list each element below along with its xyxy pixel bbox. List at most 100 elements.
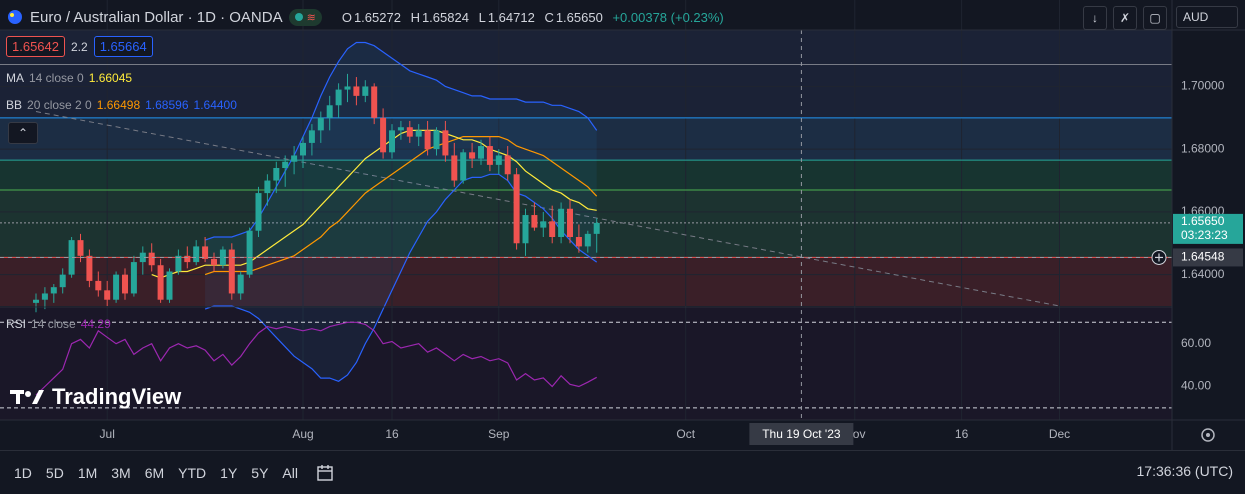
candle-body (86, 255, 93, 281)
price-zone (0, 257, 1172, 306)
gear-hub (1206, 433, 1210, 437)
candle-body (513, 174, 520, 244)
candle-body (344, 86, 351, 90)
rsi-legend[interactable]: RSI 14 close 44.29 (6, 317, 111, 331)
candle-body (41, 293, 48, 300)
candle-body (193, 246, 200, 263)
time-tick-label: 16 (385, 427, 399, 441)
candle-body (139, 252, 146, 263)
candle-body (104, 290, 111, 300)
chevron-up-icon: ⌃ (17, 126, 29, 140)
add-alert-icon[interactable] (1151, 249, 1167, 265)
ma-legend[interactable]: MA 14 close 0 1.66045 (6, 71, 132, 85)
candle-body (202, 246, 209, 259)
candles (33, 73, 600, 313)
ohlc-change: +0.00378 (+0.23%) (612, 9, 724, 25)
ohlc-low-key: L (478, 9, 486, 25)
candle-body (237, 274, 244, 294)
chart-header: Euro / Australian Dollar · 1D · OANDA ≋ … (6, 6, 724, 28)
candle-body (95, 280, 102, 291)
candle-body (371, 86, 378, 118)
price-zone (0, 30, 1172, 118)
candle-body (264, 180, 271, 194)
ohlc-close: 1.65650 (555, 9, 603, 25)
tradingview-logo: TradingView (10, 384, 181, 410)
tv-logo-icon (10, 390, 44, 404)
globe-icon (8, 10, 22, 24)
candle-body (451, 155, 458, 181)
bb-legend-upper: 1.68596 (145, 98, 189, 112)
candle-body (326, 105, 333, 118)
settings-gear-icon[interactable] (1201, 428, 1215, 442)
candle-body (166, 271, 173, 300)
quote-panel: 1.65642 2.2 1.65664 (6, 36, 153, 57)
timeframe-5y[interactable]: 5Y (251, 464, 269, 481)
sell-button[interactable]: 1.65642 (6, 36, 65, 57)
crosshair-date-badge (749, 423, 854, 445)
price-tick-label: 1.70000 (1181, 79, 1225, 93)
watermark-text: TradingView (52, 384, 182, 409)
crosshair-date-label: Thu 19 Oct '23 (762, 427, 841, 441)
candle-body (558, 208, 565, 237)
time-tick-label: Sep (488, 427, 510, 441)
grid-lines (0, 0, 1172, 420)
candle-body (442, 130, 449, 156)
timeframe-3m[interactable]: 3M (111, 464, 131, 481)
arrow-down-icon: ↓ (1092, 11, 1098, 25)
market-status[interactable]: ≋ (288, 8, 322, 26)
candle-body (584, 233, 591, 247)
collapse-button[interactable]: ✗ (1113, 6, 1137, 30)
currency-select[interactable]: AUD (1176, 6, 1238, 28)
candle-body (397, 127, 404, 131)
date-range-icon[interactable] (316, 464, 334, 482)
timeframe-all[interactable]: All (282, 464, 298, 481)
candle-body (495, 155, 502, 165)
timeframe-6m[interactable]: 6M (144, 464, 165, 481)
last-price-badge (1173, 213, 1243, 244)
candle-body (282, 161, 289, 168)
rsi-tick-label: 40.00 (1181, 379, 1211, 393)
candle-body (540, 221, 547, 228)
candle-body (531, 215, 538, 228)
buy-button[interactable]: 1.65664 (93, 36, 153, 57)
crosshair-price-badge (1173, 248, 1243, 267)
ohlc-high: 1.65824 (421, 9, 469, 25)
download-button[interactable]: ↓ (1083, 6, 1107, 30)
candle-body (504, 155, 511, 175)
candle-body (59, 274, 66, 288)
last-price-label: 1.65650 (1181, 214, 1225, 228)
candle-body (211, 258, 217, 266)
symbol-title[interactable]: Euro / Australian Dollar · 1D · OANDA (30, 8, 283, 26)
timeframe-1m[interactable]: 1M (77, 464, 98, 481)
candle-body (486, 146, 493, 165)
collapse-legend-button[interactable]: ⌃ (8, 122, 38, 144)
gear-ring (1201, 428, 1215, 442)
candle-body (255, 193, 262, 231)
wave-icon: ≋ (306, 11, 316, 24)
bottom-toolbar: 1D 5D 1M 3M 6M YTD 1Y 5Y All 17:36:36 (U… (0, 450, 1245, 494)
rsi-background (0, 307, 1172, 420)
ma-legend-value: 1.66045 (88, 71, 133, 85)
bb-legend-basis: 1.66498 (96, 98, 141, 112)
timeframe-ytd[interactable]: YTD (178, 464, 207, 481)
bollinger-bands (204, 41, 598, 382)
trendline-line (35, 111, 1060, 307)
fullscreen-button[interactable]: ▢ (1143, 6, 1167, 30)
candle-body (246, 230, 253, 275)
candle-body (478, 146, 484, 159)
countdown-label: 03:23:23 (1181, 228, 1228, 242)
utc-clock[interactable]: 17:36:36 (UTC) (1136, 463, 1233, 479)
price-tick-label: 1.68000 (1181, 141, 1225, 155)
bb-legend[interactable]: BB 20 close 2 0 1.66498 1.68596 1.64400 (6, 98, 237, 112)
timeframe-5d[interactable]: 5D (45, 464, 64, 481)
candle-body (184, 255, 191, 263)
currency-value: AUD (1183, 10, 1209, 24)
candle-body (380, 117, 387, 153)
candle-body (175, 255, 182, 272)
rsi-legend-params: 14 close (31, 317, 76, 331)
ohlc-close-key: C (544, 9, 554, 25)
candle-body (157, 265, 164, 300)
timeframe-1y[interactable]: 1Y (220, 464, 238, 481)
timeframe-1d[interactable]: 1D (14, 464, 32, 481)
